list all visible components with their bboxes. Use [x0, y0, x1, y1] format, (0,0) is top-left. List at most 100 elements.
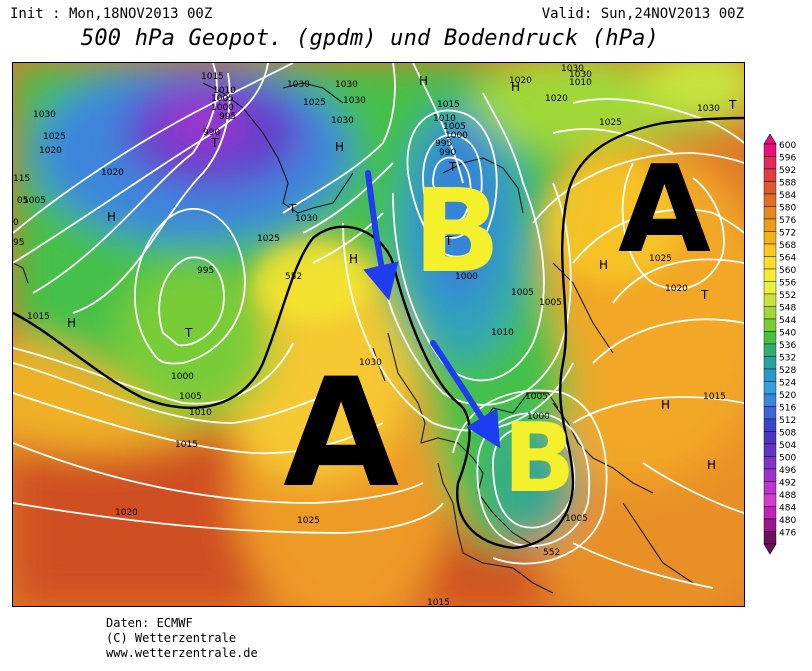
- pressure-system-letters: A A B B: [283, 141, 711, 521]
- init-time: Init : Mon,18NOV2013 00Z: [10, 6, 213, 22]
- svg-text:H: H: [661, 398, 670, 412]
- svg-text:H: H: [419, 74, 428, 88]
- legend-swatch: [763, 443, 777, 457]
- svg-text:1000: 1000: [527, 412, 550, 422]
- legend-swatch: [763, 506, 777, 520]
- svg-text:1030: 1030: [697, 104, 720, 114]
- svg-text:1025: 1025: [43, 132, 66, 142]
- svg-text:H: H: [349, 252, 358, 266]
- svg-text:1030: 1030: [561, 64, 584, 74]
- legend-value-label: 496: [779, 466, 796, 476]
- legend-value-label: 572: [779, 229, 796, 239]
- svg-text:1015: 1015: [201, 72, 224, 82]
- big-letter-b-north: B: [413, 165, 501, 299]
- legend-swatch: [763, 156, 777, 170]
- legend-value-label: 560: [779, 266, 796, 276]
- credits-data-source: Daten: ECMWF: [106, 616, 193, 630]
- legend-swatch: [763, 293, 777, 307]
- legend-swatch: [763, 343, 777, 357]
- svg-text:H: H: [511, 80, 520, 94]
- svg-text:1005: 1005: [565, 514, 588, 524]
- svg-text:1030: 1030: [569, 70, 592, 80]
- legend-swatch: [763, 531, 777, 545]
- legend-labels: 600 596 592 588 584 580 576 572 568 564 560 556 552 5…: [779, 141, 796, 539]
- legend-value-label: 520: [779, 391, 796, 401]
- legend-swatch: [763, 168, 777, 182]
- legend-swatch: [763, 206, 777, 220]
- legend-value-label: 524: [779, 379, 796, 389]
- color-legend: 600 596 592 588 584 580 576 572 568 564 560 556 552 5…: [763, 134, 796, 555]
- legend-value-label: 480: [779, 516, 796, 526]
- isobars: [13, 63, 744, 589]
- legend-value-label: 576: [779, 216, 796, 226]
- svg-text:1000: 1000: [445, 131, 468, 141]
- legend-value-label: 568: [779, 241, 796, 251]
- svg-text:1000: 1000: [171, 372, 194, 382]
- svg-text:1025: 1025: [599, 118, 622, 128]
- legend-swatch: [763, 418, 777, 432]
- svg-text:1030: 1030: [359, 358, 382, 368]
- legend-value-label: 564: [779, 254, 796, 264]
- svg-text:995: 995: [435, 139, 452, 149]
- legend-value-label: 488: [779, 491, 796, 501]
- svg-text:0: 0: [13, 218, 19, 228]
- svg-text:T: T: [444, 234, 453, 248]
- svg-text:1010: 1010: [569, 78, 592, 88]
- legend-swatch: [763, 456, 777, 470]
- legend-value-label: 556: [779, 279, 796, 289]
- legend-swatch: [763, 181, 777, 195]
- svg-text:115: 115: [13, 174, 30, 184]
- legend-swatch: [763, 243, 777, 257]
- svg-text:995: 995: [197, 266, 214, 276]
- legend-arrow-bottom: [763, 543, 777, 555]
- big-letter-a-west: A: [283, 347, 399, 521]
- svg-text:1005: 1005: [23, 196, 46, 206]
- svg-text:1010: 1010: [433, 114, 456, 124]
- legend-swatch: [763, 356, 777, 370]
- legend-value-label: 476: [779, 529, 796, 539]
- svg-text:1010: 1010: [189, 408, 212, 418]
- svg-text:1005: 1005: [539, 298, 562, 308]
- legend-arrow-top: [763, 134, 777, 145]
- legend-value-label: 544: [779, 316, 796, 326]
- svg-text:1015: 1015: [27, 312, 50, 322]
- geopotential-552-line: [13, 116, 744, 550]
- svg-text:1015: 1015: [427, 598, 450, 606]
- flow-arrows: [363, 170, 501, 449]
- svg-text:1015: 1015: [175, 440, 198, 450]
- legend-swatch: [763, 481, 777, 495]
- svg-text:H: H: [67, 316, 76, 330]
- svg-text:T: T: [448, 160, 457, 174]
- svg-text:990: 990: [203, 128, 220, 138]
- svg-text:1025: 1025: [297, 516, 320, 526]
- legend-swatch: [763, 281, 777, 295]
- legend-swatch: [763, 406, 777, 420]
- svg-text:1030: 1030: [331, 116, 354, 126]
- svg-text:552: 552: [543, 548, 560, 558]
- svg-text:1010: 1010: [491, 328, 514, 338]
- svg-text:1020: 1020: [545, 94, 568, 104]
- legend-value-label: 484: [779, 504, 796, 514]
- svg-text:1015: 1015: [437, 100, 460, 110]
- legend-swatches: [763, 134, 777, 555]
- svg-text:T: T: [288, 202, 297, 216]
- legend-swatch: [763, 231, 777, 245]
- big-letter-b-south: B: [503, 404, 575, 514]
- svg-text:H: H: [107, 210, 116, 224]
- map-canvas: A A B B 1015 1010 1005 1000 995 990 1030…: [13, 63, 744, 606]
- legend-swatch: [763, 318, 777, 332]
- svg-text:H: H: [707, 458, 716, 472]
- svg-text:990: 990: [439, 148, 456, 158]
- legend-value-label: 528: [779, 366, 796, 376]
- legend-swatch: [763, 331, 777, 345]
- legend-value-label: 504: [779, 441, 796, 451]
- svg-text:552: 552: [285, 272, 302, 282]
- valid-time: Valid: Sun,24NOV2013 00Z: [541, 6, 744, 22]
- legend-swatch: [763, 381, 777, 395]
- legend-value-label: 500: [779, 454, 796, 464]
- pressure-centers: H H H H H H H H H T T T T T T T: [67, 74, 737, 472]
- svg-text:1025: 1025: [649, 254, 672, 264]
- legend-value-label: 592: [779, 166, 796, 176]
- svg-text:1005: 1005: [179, 392, 202, 402]
- legend-swatch: [763, 493, 777, 507]
